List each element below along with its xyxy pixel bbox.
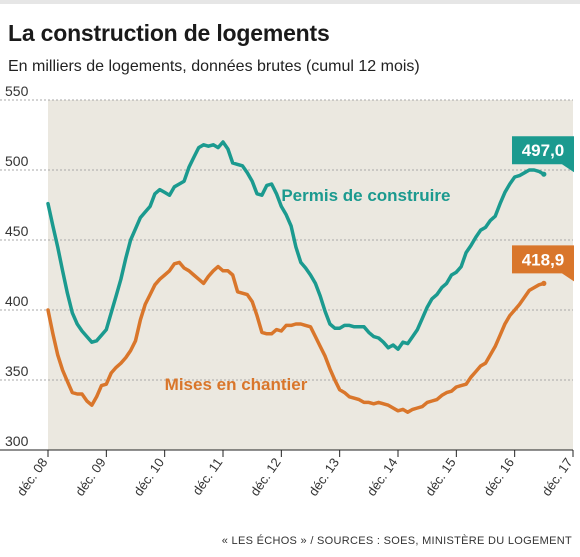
y-tick-label: 300 xyxy=(5,433,29,449)
y-tick-label: 550 xyxy=(5,85,29,99)
x-tick-label: déc. 10 xyxy=(130,455,167,499)
y-tick-label: 400 xyxy=(5,293,29,309)
source-credit: « LES ÉCHOS » / SOURCES : SOES, MINISTÈR… xyxy=(221,535,572,547)
x-tick-label: déc. 09 xyxy=(72,455,109,499)
end-value-badge-permis xyxy=(512,136,574,173)
chart-subtitle: En milliers de logements, données brutes… xyxy=(8,58,420,75)
series-line-mises xyxy=(46,260,546,414)
series-end-point-permis xyxy=(541,171,547,177)
x-tick-label: déc. 15 xyxy=(422,455,459,499)
end-value-label-mises: 418,9 xyxy=(522,250,565,269)
series-line-permis xyxy=(46,140,546,351)
y-tick-label: 350 xyxy=(5,363,29,379)
series-annotation-mises: Mises en chantier xyxy=(165,375,308,394)
x-tick-label: déc. 14 xyxy=(364,455,401,499)
x-tick-label: déc. 16 xyxy=(480,455,517,499)
x-tick-label: déc. 17 xyxy=(539,455,576,499)
chart-title: La construction de logements xyxy=(8,20,330,46)
x-tick-label: déc. 12 xyxy=(247,455,284,499)
x-tick-label: déc. 13 xyxy=(305,455,342,499)
x-tick-label: déc. 08 xyxy=(14,455,51,499)
line-chart: 300 350 400 450 500 550 déc. 08 déc. 09 déc. 10 d… xyxy=(0,85,576,499)
top-rule xyxy=(0,0,580,4)
y-tick-label: 500 xyxy=(5,153,29,169)
x-tick-label: déc. 11 xyxy=(189,455,225,498)
series-end-point-mises xyxy=(541,280,547,286)
series-annotation-permis: Permis de construire xyxy=(281,186,450,205)
y-tick-label: 450 xyxy=(5,223,29,239)
end-value-label-permis: 497,0 xyxy=(522,141,565,160)
end-value-badge-mises xyxy=(512,245,574,282)
